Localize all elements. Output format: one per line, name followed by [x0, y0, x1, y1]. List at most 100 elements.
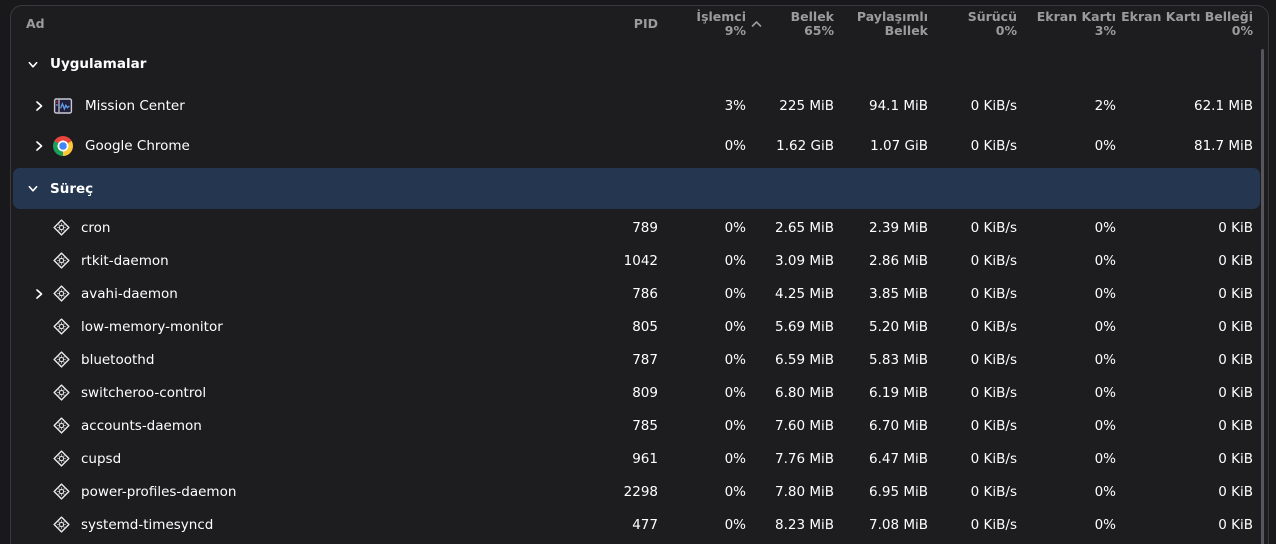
- executable-gear-icon: [53, 450, 70, 467]
- cell-shared-memory: 2.39 MiB: [868, 219, 928, 236]
- cell-shared-memory: 7.08 MiB: [868, 516, 928, 533]
- process-row-rtkit-daemon[interactable]: rtkit-daemon 1042 0% 3.09 MiB 2.86 MiB 0 KiB/…: [11, 244, 1268, 277]
- column-header-drive[interactable]: Sürücü 0%: [967, 9, 1017, 38]
- process-row-switcheroo-control[interactable]: switcheroo-control 809 0% 6.80 MiB 6.19 MiB 0…: [11, 376, 1268, 409]
- cell-drive: 0 KiB/s: [970, 138, 1017, 154]
- cell-gpu-memory: 0 KiB: [1218, 252, 1253, 269]
- cell-cpu: 0%: [724, 516, 746, 533]
- cell-shared-memory: 3.85 MiB: [868, 285, 928, 302]
- cell-drive: 0 KiB/s: [970, 219, 1017, 236]
- cell-drive: 0 KiB/s: [970, 285, 1017, 302]
- column-header-pid[interactable]: PID: [633, 16, 658, 31]
- cell-cpu: 0%: [724, 417, 746, 434]
- row-name: Google Chrome: [85, 138, 190, 154]
- group-label: Uygulamalar: [50, 56, 147, 72]
- cell-drive: 0 KiB/s: [970, 417, 1017, 434]
- process-row-power-profiles-daemon[interactable]: power-profiles-daemon 2298 0% 7.80 MiB 6.95 …: [11, 475, 1268, 508]
- executable-gear-icon: [53, 384, 70, 401]
- row-name: switcheroo-control: [81, 384, 207, 401]
- cell-shared-memory: 6.95 MiB: [868, 483, 928, 500]
- column-header-gpu-memory[interactable]: Ekran Kartı Belleği 0%: [1121, 9, 1253, 38]
- name-cell: systemd-timesyncd: [11, 516, 570, 533]
- cell-gpu-memory: 0 KiB: [1218, 351, 1253, 368]
- expander-placeholder: [33, 519, 53, 531]
- cell-gpu-memory: 0 KiB: [1218, 384, 1253, 401]
- process-row-systemd-timesyncd[interactable]: systemd-timesyncd 477 0% 8.23 MiB 7.08 MiB 0 …: [11, 508, 1268, 541]
- cell-gpu: 0%: [1094, 384, 1116, 401]
- process-row-bluetoothd[interactable]: bluetoothd 787 0% 6.59 MiB 5.83 MiB 0 KiB/s 0%…: [11, 343, 1268, 376]
- column-header-name[interactable]: Ad: [26, 16, 45, 31]
- column-header-cpu[interactable]: İşlemci 9%: [696, 9, 746, 38]
- executable-gear-icon: [53, 516, 70, 533]
- row-name: low-memory-monitor: [81, 318, 223, 335]
- chevron-down-icon[interactable]: [27, 58, 39, 70]
- cell-pid: 786: [632, 285, 658, 302]
- chevron-right-icon[interactable]: [33, 140, 53, 152]
- column-header-gpu[interactable]: Ekran Kartı 3%: [1036, 9, 1116, 38]
- cell-gpu-memory: 0 KiB: [1218, 219, 1253, 236]
- process-row-cron[interactable]: cron 789 0% 2.65 MiB 2.39 MiB 0 KiB/s 0% 0 KiB: [11, 211, 1268, 244]
- cell-gpu: 0%: [1094, 252, 1116, 269]
- chevron-right-icon[interactable]: [33, 100, 53, 112]
- expander-placeholder: [33, 486, 53, 498]
- cell-pid: 805: [632, 318, 658, 335]
- executable-gear-icon: [53, 417, 70, 434]
- column-header-memory[interactable]: Bellek 65%: [790, 9, 834, 38]
- cell-drive: 0 KiB/s: [970, 450, 1017, 467]
- process-row-low-memory-monitor[interactable]: low-memory-monitor 805 0% 5.69 MiB 5.20 MiB 0…: [11, 310, 1268, 343]
- cell-drive: 0 KiB/s: [970, 351, 1017, 368]
- process-row-avahi-daemon[interactable]: avahi-daemon 786 0% 4.25 MiB 3.85 MiB 0 KiB/s…: [11, 277, 1268, 310]
- vertical-scrollbar[interactable]: [1261, 49, 1264, 544]
- process-row-accounts-daemon[interactable]: accounts-daemon 785 0% 7.60 MiB 6.70 MiB 0 Ki…: [11, 409, 1268, 442]
- cell-gpu: 0%: [1094, 516, 1116, 533]
- executable-gear-icon: [53, 351, 70, 368]
- cell-cpu: 0%: [724, 219, 746, 236]
- cell-shared-memory: 5.20 MiB: [868, 318, 928, 335]
- cell-gpu: 2%: [1094, 98, 1116, 114]
- table-header: Ad PID İşlemci 9% Bellek 65% Paylaşımlı …: [11, 6, 1268, 42]
- cell-shared-memory: 6.19 MiB: [868, 384, 928, 401]
- group-row-uygulamalar[interactable]: Uygulamalar: [11, 42, 1268, 86]
- chevron-down-icon[interactable]: [27, 183, 39, 195]
- cell-gpu: 0%: [1094, 318, 1116, 335]
- expander-placeholder: [33, 420, 53, 432]
- name-cell: avahi-daemon: [11, 285, 570, 302]
- app-row-google-chrome[interactable]: Google Chrome 0% 1.62 GiB 1.07 GiB 0 KiB/s 0%…: [11, 126, 1268, 166]
- cell-memory: 6.59 MiB: [774, 351, 834, 368]
- row-name: power-profiles-daemon: [81, 483, 237, 500]
- chevron-up-icon: [751, 17, 762, 31]
- cell-drive: 0 KiB/s: [970, 483, 1017, 500]
- row-name: cron: [81, 219, 111, 236]
- cell-drive: 0 KiB/s: [970, 252, 1017, 269]
- name-cell: Google Chrome: [11, 136, 570, 156]
- column-header-shared-memory[interactable]: Paylaşımlı Bellek: [856, 9, 928, 38]
- cell-gpu: 0%: [1094, 417, 1116, 434]
- cell-drive: 0 KiB/s: [970, 384, 1017, 401]
- executable-gear-icon: [53, 252, 70, 269]
- expander-placeholder: [33, 354, 53, 366]
- executable-gear-icon: [53, 285, 70, 302]
- cell-cpu: 0%: [724, 138, 746, 154]
- cell-memory: 7.80 MiB: [774, 483, 834, 500]
- process-row-cupsd[interactable]: cupsd 961 0% 7.76 MiB 6.47 MiB 0 KiB/s 0% 0 KiB: [11, 442, 1268, 475]
- group-row-s-re-[interactable]: Süreç: [13, 168, 1260, 209]
- expander-placeholder: [33, 255, 53, 267]
- cell-cpu: 3%: [724, 98, 746, 114]
- cell-memory: 1.62 GiB: [776, 138, 834, 154]
- app-row-mission-center[interactable]: Mission Center 3% 225 MiB 94.1 MiB 0 KiB/s 2%…: [11, 86, 1268, 126]
- mission-center-icon: [53, 96, 73, 116]
- row-name: bluetoothd: [81, 351, 155, 368]
- name-cell: bluetoothd: [11, 351, 570, 368]
- expander-placeholder: [33, 222, 53, 234]
- cell-shared-memory: 6.47 MiB: [868, 450, 928, 467]
- executable-gear-icon: [53, 318, 70, 335]
- expander-placeholder: [33, 321, 53, 333]
- cell-gpu-memory: 0 KiB: [1218, 318, 1253, 335]
- name-cell: cupsd: [11, 450, 570, 467]
- row-name: cupsd: [81, 450, 122, 467]
- name-cell: power-profiles-daemon: [11, 483, 570, 500]
- cell-memory: 7.60 MiB: [774, 417, 834, 434]
- cell-pid: 809: [632, 384, 658, 401]
- chevron-right-icon[interactable]: [33, 288, 53, 300]
- name-cell: rtkit-daemon: [11, 252, 570, 269]
